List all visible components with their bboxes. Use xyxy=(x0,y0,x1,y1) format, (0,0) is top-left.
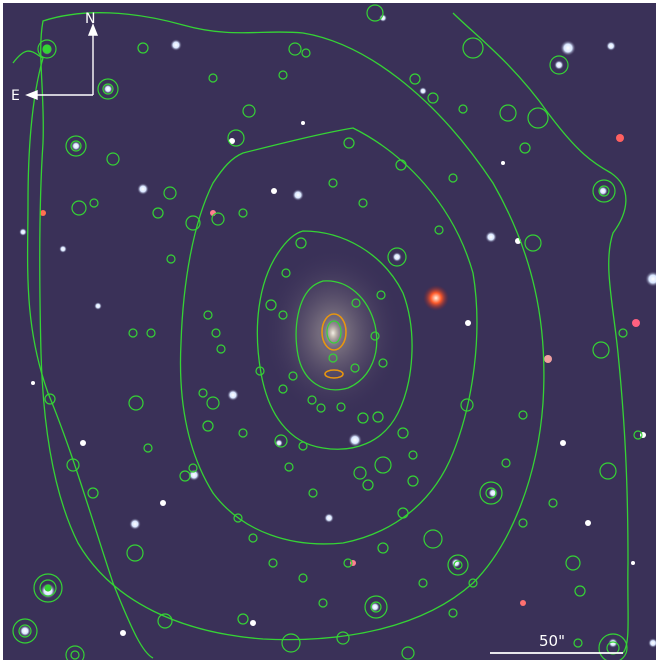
compass-east-label: E xyxy=(11,88,20,104)
arc-marker xyxy=(324,369,344,379)
central-galaxy-marker xyxy=(321,313,347,351)
compass xyxy=(25,23,99,101)
contour-outer xyxy=(39,12,545,641)
contour-second xyxy=(256,230,413,450)
contour-lines xyxy=(12,12,629,659)
contour-far xyxy=(452,12,629,654)
contour-left xyxy=(12,50,154,659)
contour-third xyxy=(179,127,478,545)
compass-north-label: N xyxy=(85,11,95,27)
highlight-markers xyxy=(321,313,347,379)
source-markers xyxy=(12,4,643,660)
background-sources xyxy=(19,14,656,648)
red-star xyxy=(423,285,449,311)
scale-bar-label: 50" xyxy=(539,632,565,650)
central-galaxy-core xyxy=(319,313,347,353)
contour-inner xyxy=(295,280,378,391)
galaxy-cluster-field: N E 50" xyxy=(3,3,656,660)
